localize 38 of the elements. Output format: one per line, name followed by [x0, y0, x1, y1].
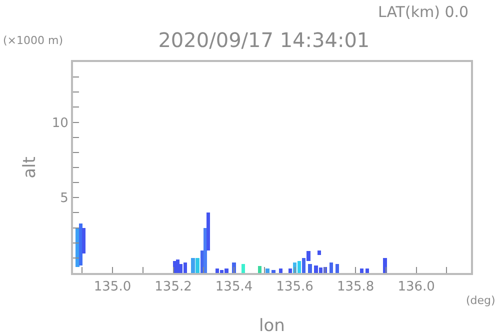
x-tick-label: 135.6 — [276, 280, 314, 295]
bar — [298, 260, 302, 273]
bar — [317, 250, 321, 255]
bar — [288, 268, 292, 273]
bar — [82, 228, 86, 254]
bar — [179, 264, 183, 273]
bar — [278, 268, 283, 273]
y-tick-label: 5 — [60, 191, 68, 206]
x-tick-label: 135.4 — [215, 280, 253, 295]
x-axis-title: lon — [259, 316, 285, 336]
y-tick-label: 10 — [52, 116, 68, 131]
x-tick-label: 135.0 — [94, 280, 132, 295]
bar — [206, 212, 210, 250]
bar — [365, 268, 369, 273]
x-tick-label: 135.2 — [154, 280, 192, 295]
bar — [360, 268, 364, 273]
bar — [383, 258, 387, 273]
bar — [308, 264, 312, 273]
bar — [329, 262, 334, 273]
bar — [258, 266, 262, 273]
bar — [241, 264, 245, 273]
bar — [196, 258, 200, 273]
bar — [232, 262, 236, 273]
bar — [191, 258, 195, 273]
text: (×1000 m) — [3, 34, 64, 47]
bar — [266, 268, 270, 273]
bar — [76, 228, 80, 267]
bar — [272, 270, 276, 273]
bar — [336, 264, 340, 273]
bar — [215, 268, 220, 273]
text: (deg) — [466, 294, 496, 307]
x-tick-label: 136.0 — [398, 280, 435, 295]
y-axis-title: alt — [20, 156, 40, 178]
chart-title: 2020/09/17 14:34:01 — [158, 28, 370, 52]
bar — [306, 251, 310, 261]
chart-subtitle: LAT(km) 0.0 — [378, 3, 469, 21]
bar — [302, 258, 306, 273]
x-tick-label: 135.8 — [336, 280, 374, 295]
